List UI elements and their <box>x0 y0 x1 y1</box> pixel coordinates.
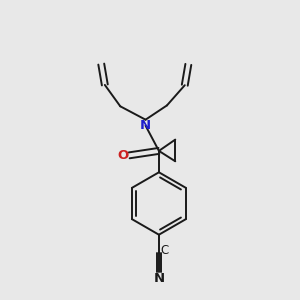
Text: O: O <box>117 149 128 162</box>
Text: N: N <box>140 119 151 132</box>
Text: N: N <box>153 272 164 285</box>
Text: C: C <box>161 244 169 257</box>
